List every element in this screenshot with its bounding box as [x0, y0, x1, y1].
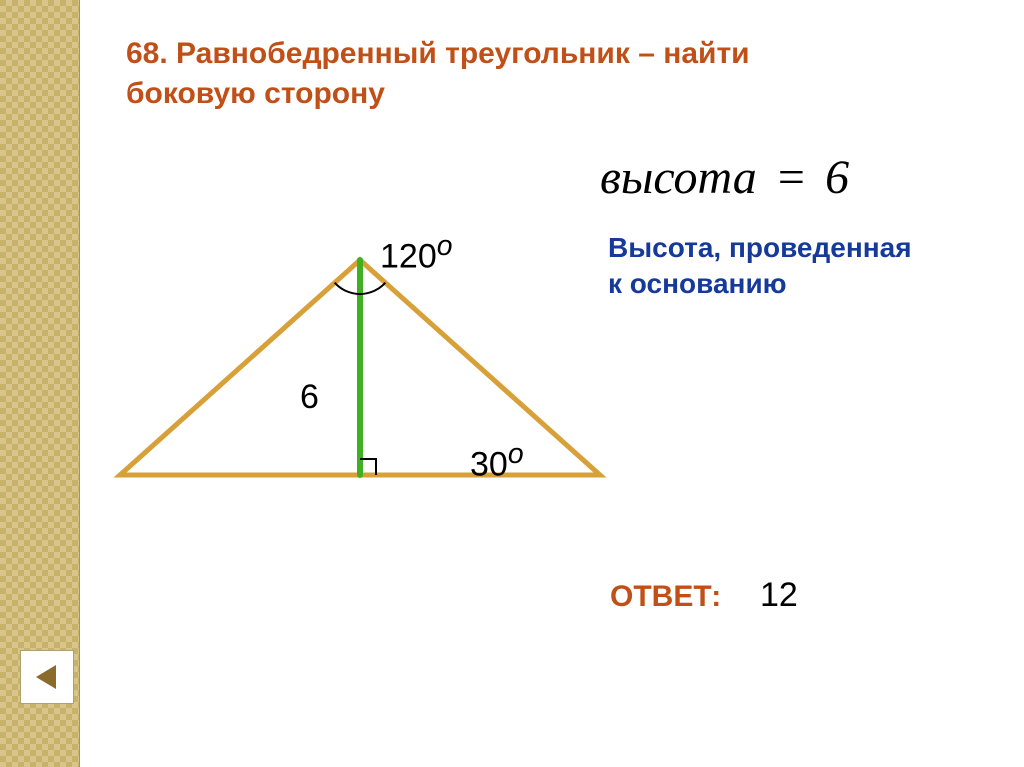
- subtitle-line1: Высота, проведенная: [608, 230, 912, 266]
- apex-angle-label: 120o: [380, 230, 453, 276]
- apex-angle-degree: o: [437, 230, 453, 262]
- formula-lhs: высота: [600, 151, 757, 204]
- altitude-value-label: 6: [300, 378, 319, 417]
- problem-title: 68. Равнобедренный треугольник – найти б…: [126, 34, 886, 114]
- answer-value: 12: [760, 576, 798, 615]
- base-angle-degree: o: [508, 438, 524, 470]
- prev-slide-button[interactable]: [20, 650, 74, 704]
- subtitle-line2: к основанию: [608, 266, 912, 302]
- given-formula: высота = 6: [600, 150, 849, 205]
- subtitle: Высота, проведенная к основанию: [608, 230, 912, 302]
- triangle-diagram: [100, 240, 620, 500]
- answer-label: ОТВЕТ:: [610, 580, 721, 614]
- base-angle-value: 30: [470, 445, 508, 483]
- formula-rhs: 6: [825, 151, 849, 204]
- apex-angle-value: 120: [380, 237, 437, 275]
- formula-eq: =: [769, 151, 813, 204]
- triangle-left-icon: [32, 662, 62, 692]
- base-angle-label: 30o: [470, 438, 524, 484]
